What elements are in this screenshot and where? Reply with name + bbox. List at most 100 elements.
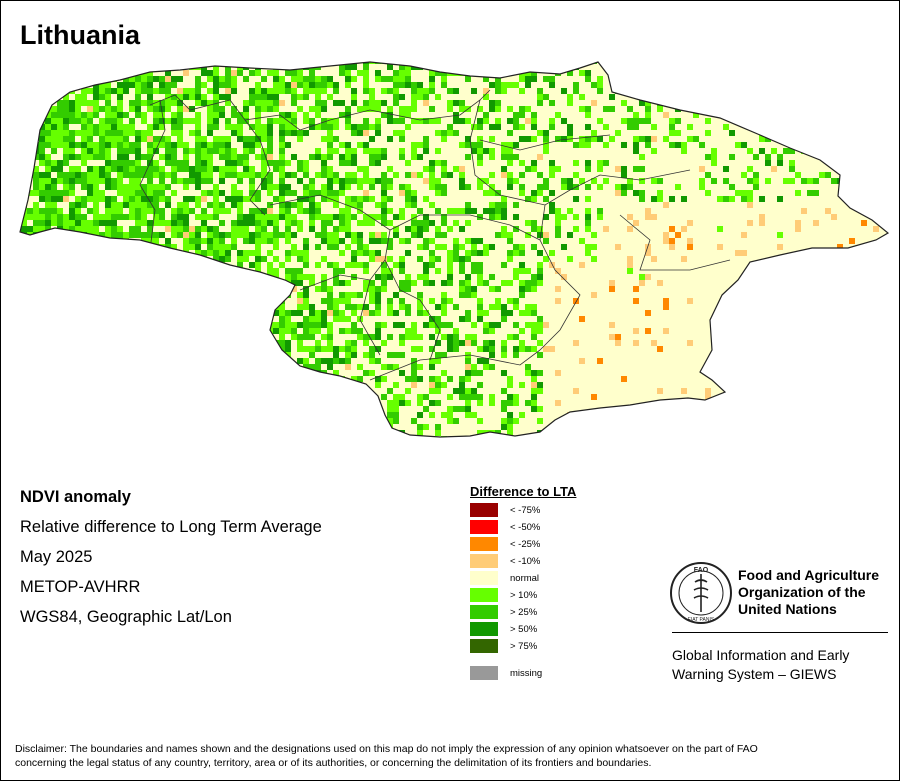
anomaly-pixel	[105, 250, 111, 256]
district-boundaries	[139, 89, 731, 381]
anomaly-pixel	[129, 298, 135, 304]
anomaly-pixel	[339, 160, 345, 166]
anomaly-pixel	[153, 250, 159, 256]
anomaly-pixel	[861, 184, 867, 190]
anomaly-pixel	[597, 136, 603, 142]
anomaly-pixel	[213, 208, 219, 214]
anomaly-pixel	[711, 436, 717, 437]
anomaly-pixel	[117, 214, 123, 220]
anomaly-pixel	[711, 148, 717, 154]
anomaly-pixel	[99, 124, 105, 130]
anomaly-pixel	[303, 262, 309, 268]
anomaly-pixel	[369, 406, 375, 412]
anomaly-pixel	[453, 118, 459, 124]
anomaly-pixel	[165, 64, 171, 70]
anomaly-pixel	[123, 328, 129, 334]
anomaly-pixel	[99, 118, 105, 124]
anomaly-pixel	[93, 376, 99, 382]
anomaly-pixel	[459, 292, 465, 298]
anomaly-pixel	[249, 190, 255, 196]
anomaly-pixel	[117, 352, 123, 358]
anomaly-pixel	[567, 232, 573, 238]
anomaly-pixel	[555, 136, 561, 142]
anomaly-pixel	[279, 340, 285, 346]
anomaly-pixel	[63, 154, 69, 160]
anomaly-pixel	[465, 310, 471, 316]
anomaly-pixel	[771, 262, 777, 268]
anomaly-pixel	[117, 292, 123, 298]
anomaly-pixel	[327, 220, 333, 226]
anomaly-pixel	[75, 232, 81, 238]
anomaly-pixel	[105, 106, 111, 112]
anomaly-pixel	[213, 136, 219, 142]
anomaly-pixel	[129, 64, 135, 70]
anomaly-pixel	[309, 214, 315, 220]
anomaly-pixel	[267, 130, 273, 136]
anomaly-pixel	[285, 226, 291, 232]
anomaly-pixel	[57, 310, 63, 316]
anomaly-pixel	[39, 430, 45, 436]
anomaly-pixel	[99, 142, 105, 148]
anomaly-pixel	[387, 304, 393, 310]
anomaly-pixel	[207, 88, 213, 94]
anomaly-pixel	[345, 208, 351, 214]
anomaly-pixel	[159, 430, 165, 436]
anomaly-pixel	[447, 280, 453, 286]
anomaly-pixel	[123, 370, 129, 376]
legend-title: Difference to LTA	[470, 484, 577, 499]
anomaly-pixel	[315, 82, 321, 88]
anomaly-pixel	[279, 202, 285, 208]
anomaly-pixel	[447, 100, 453, 106]
anomaly-pixel	[807, 148, 813, 154]
anomaly-pixel	[243, 388, 249, 394]
anomaly-pixel	[237, 226, 243, 232]
anomaly-pixel	[165, 88, 171, 94]
anomaly-pixel	[93, 346, 99, 352]
anomaly-pixel	[249, 208, 255, 214]
anomaly-pixel	[531, 406, 537, 412]
anomaly-pixel	[147, 292, 153, 298]
anomaly-pixel	[69, 190, 75, 196]
anomaly-pixel	[111, 88, 117, 94]
anomaly-pixel	[147, 70, 153, 76]
anomaly-pixel	[63, 238, 69, 244]
anomaly-pixel	[873, 436, 879, 437]
anomaly-pixel	[501, 154, 507, 160]
anomaly-pixel	[21, 268, 27, 274]
anomaly-pixel	[399, 334, 405, 340]
anomaly-pixel	[465, 142, 471, 148]
anomaly-pixel	[105, 268, 111, 274]
anomaly-pixel	[20, 202, 21, 208]
anomaly-pixel	[405, 310, 411, 316]
anomaly-pixel	[279, 208, 285, 214]
anomaly-pixel	[375, 304, 381, 310]
anomaly-pixel	[747, 124, 753, 130]
anomaly-pixel	[471, 370, 477, 376]
anomaly-pixel	[51, 310, 57, 316]
anomaly-pixel	[543, 136, 549, 142]
anomaly-pixel	[75, 418, 81, 424]
anomaly-pixel	[309, 328, 315, 334]
anomaly-pixel	[525, 364, 531, 370]
anomaly-pixel	[393, 94, 399, 100]
anomaly-pixel	[627, 256, 633, 262]
anomaly-pixel	[33, 76, 39, 82]
anomaly-pixel	[351, 436, 357, 437]
anomaly-pixel	[183, 334, 189, 340]
anomaly-pixel	[81, 262, 87, 268]
anomaly-pixel	[363, 370, 369, 376]
anomaly-pixel	[117, 316, 123, 322]
anomaly-pixel	[117, 364, 123, 370]
anomaly-pixel	[321, 376, 327, 382]
anomaly-pixel	[429, 106, 435, 112]
anomaly-pixel	[543, 130, 549, 136]
anomaly-pixel	[261, 298, 267, 304]
anomaly-pixel	[261, 256, 267, 262]
anomaly-pixel	[159, 358, 165, 364]
anomaly-pixel	[663, 70, 669, 76]
anomaly-pixel	[855, 154, 861, 160]
anomaly-pixel	[273, 94, 279, 100]
anomaly-pixel	[219, 166, 225, 172]
anomaly-pixel	[267, 346, 273, 352]
anomaly-pixel	[837, 418, 843, 424]
